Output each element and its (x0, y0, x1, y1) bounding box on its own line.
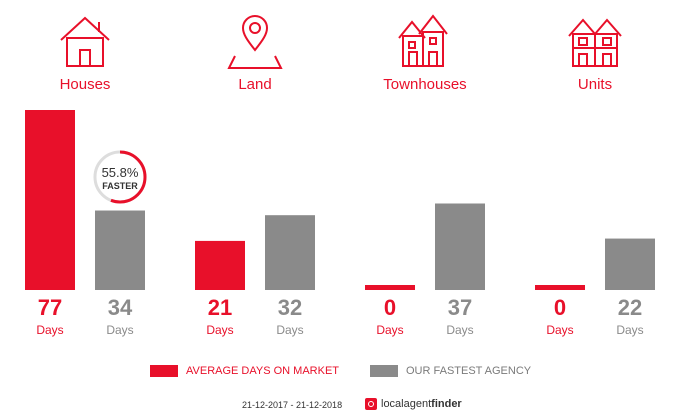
badge-percent: 55.8% (101, 165, 139, 180)
date-range: 21-12-2017 - 21-12-2018 (242, 400, 343, 410)
days-label: Days (206, 323, 234, 337)
brand-name-part2: finder (431, 398, 462, 410)
townhouses-icon (395, 12, 455, 72)
bar-houses-average (25, 110, 75, 290)
bar-land-fastest (265, 215, 315, 290)
legend-swatch-fastest (370, 365, 398, 377)
category-label-units: Units (577, 76, 613, 93)
days-label: Days (106, 323, 134, 337)
legend-label-average: AVERAGE DAYS ON MARKET (186, 365, 340, 377)
brand-logo: localagent finder (365, 398, 462, 410)
days-label: Days (276, 323, 304, 337)
house-icon (55, 12, 115, 72)
days-label: Days (616, 323, 644, 337)
legend-fastest: OUR FASTEST AGENCY (370, 364, 531, 378)
value-houses-average: 77 (37, 295, 63, 320)
days-label: Days (446, 323, 474, 337)
category-label-houses: Houses (59, 76, 111, 93)
days-label: Days (376, 323, 404, 337)
days-label: Days (36, 323, 64, 337)
units-building-icon (565, 12, 625, 72)
value-houses-fastest: 34 (107, 295, 133, 320)
bar-houses-fastest (95, 210, 145, 290)
value-units-fastest: 22 (617, 295, 643, 320)
bar-townhouses-average (365, 285, 415, 290)
value-townhouses-fastest: 37 (447, 295, 473, 320)
value-units-average: 0 (553, 295, 567, 320)
legend-swatch-average (150, 365, 178, 377)
value-land-fastest: 32 (277, 295, 303, 320)
brand-name-part1: localagent (381, 398, 432, 410)
bar-units-fastest (605, 238, 655, 290)
bar-land-average (195, 240, 245, 290)
category-label-land: Land (238, 76, 272, 93)
faster-badge (93, 150, 147, 204)
logo-icon (365, 398, 377, 410)
legend-label-fastest: OUR FASTEST AGENCY (406, 365, 532, 377)
category-label-townhouses: Townhouses (383, 76, 467, 93)
bar-townhouses-fastest (435, 203, 485, 290)
legend-average: AVERAGE DAYS ON MARKET (150, 364, 339, 378)
map-pin-icon (225, 12, 285, 72)
bar-units-average (535, 285, 585, 290)
value-townhouses-average: 0 (383, 295, 397, 320)
value-land-average: 21 (207, 295, 233, 320)
days-label: Days (546, 323, 574, 337)
badge-label: FASTER (102, 181, 138, 191)
